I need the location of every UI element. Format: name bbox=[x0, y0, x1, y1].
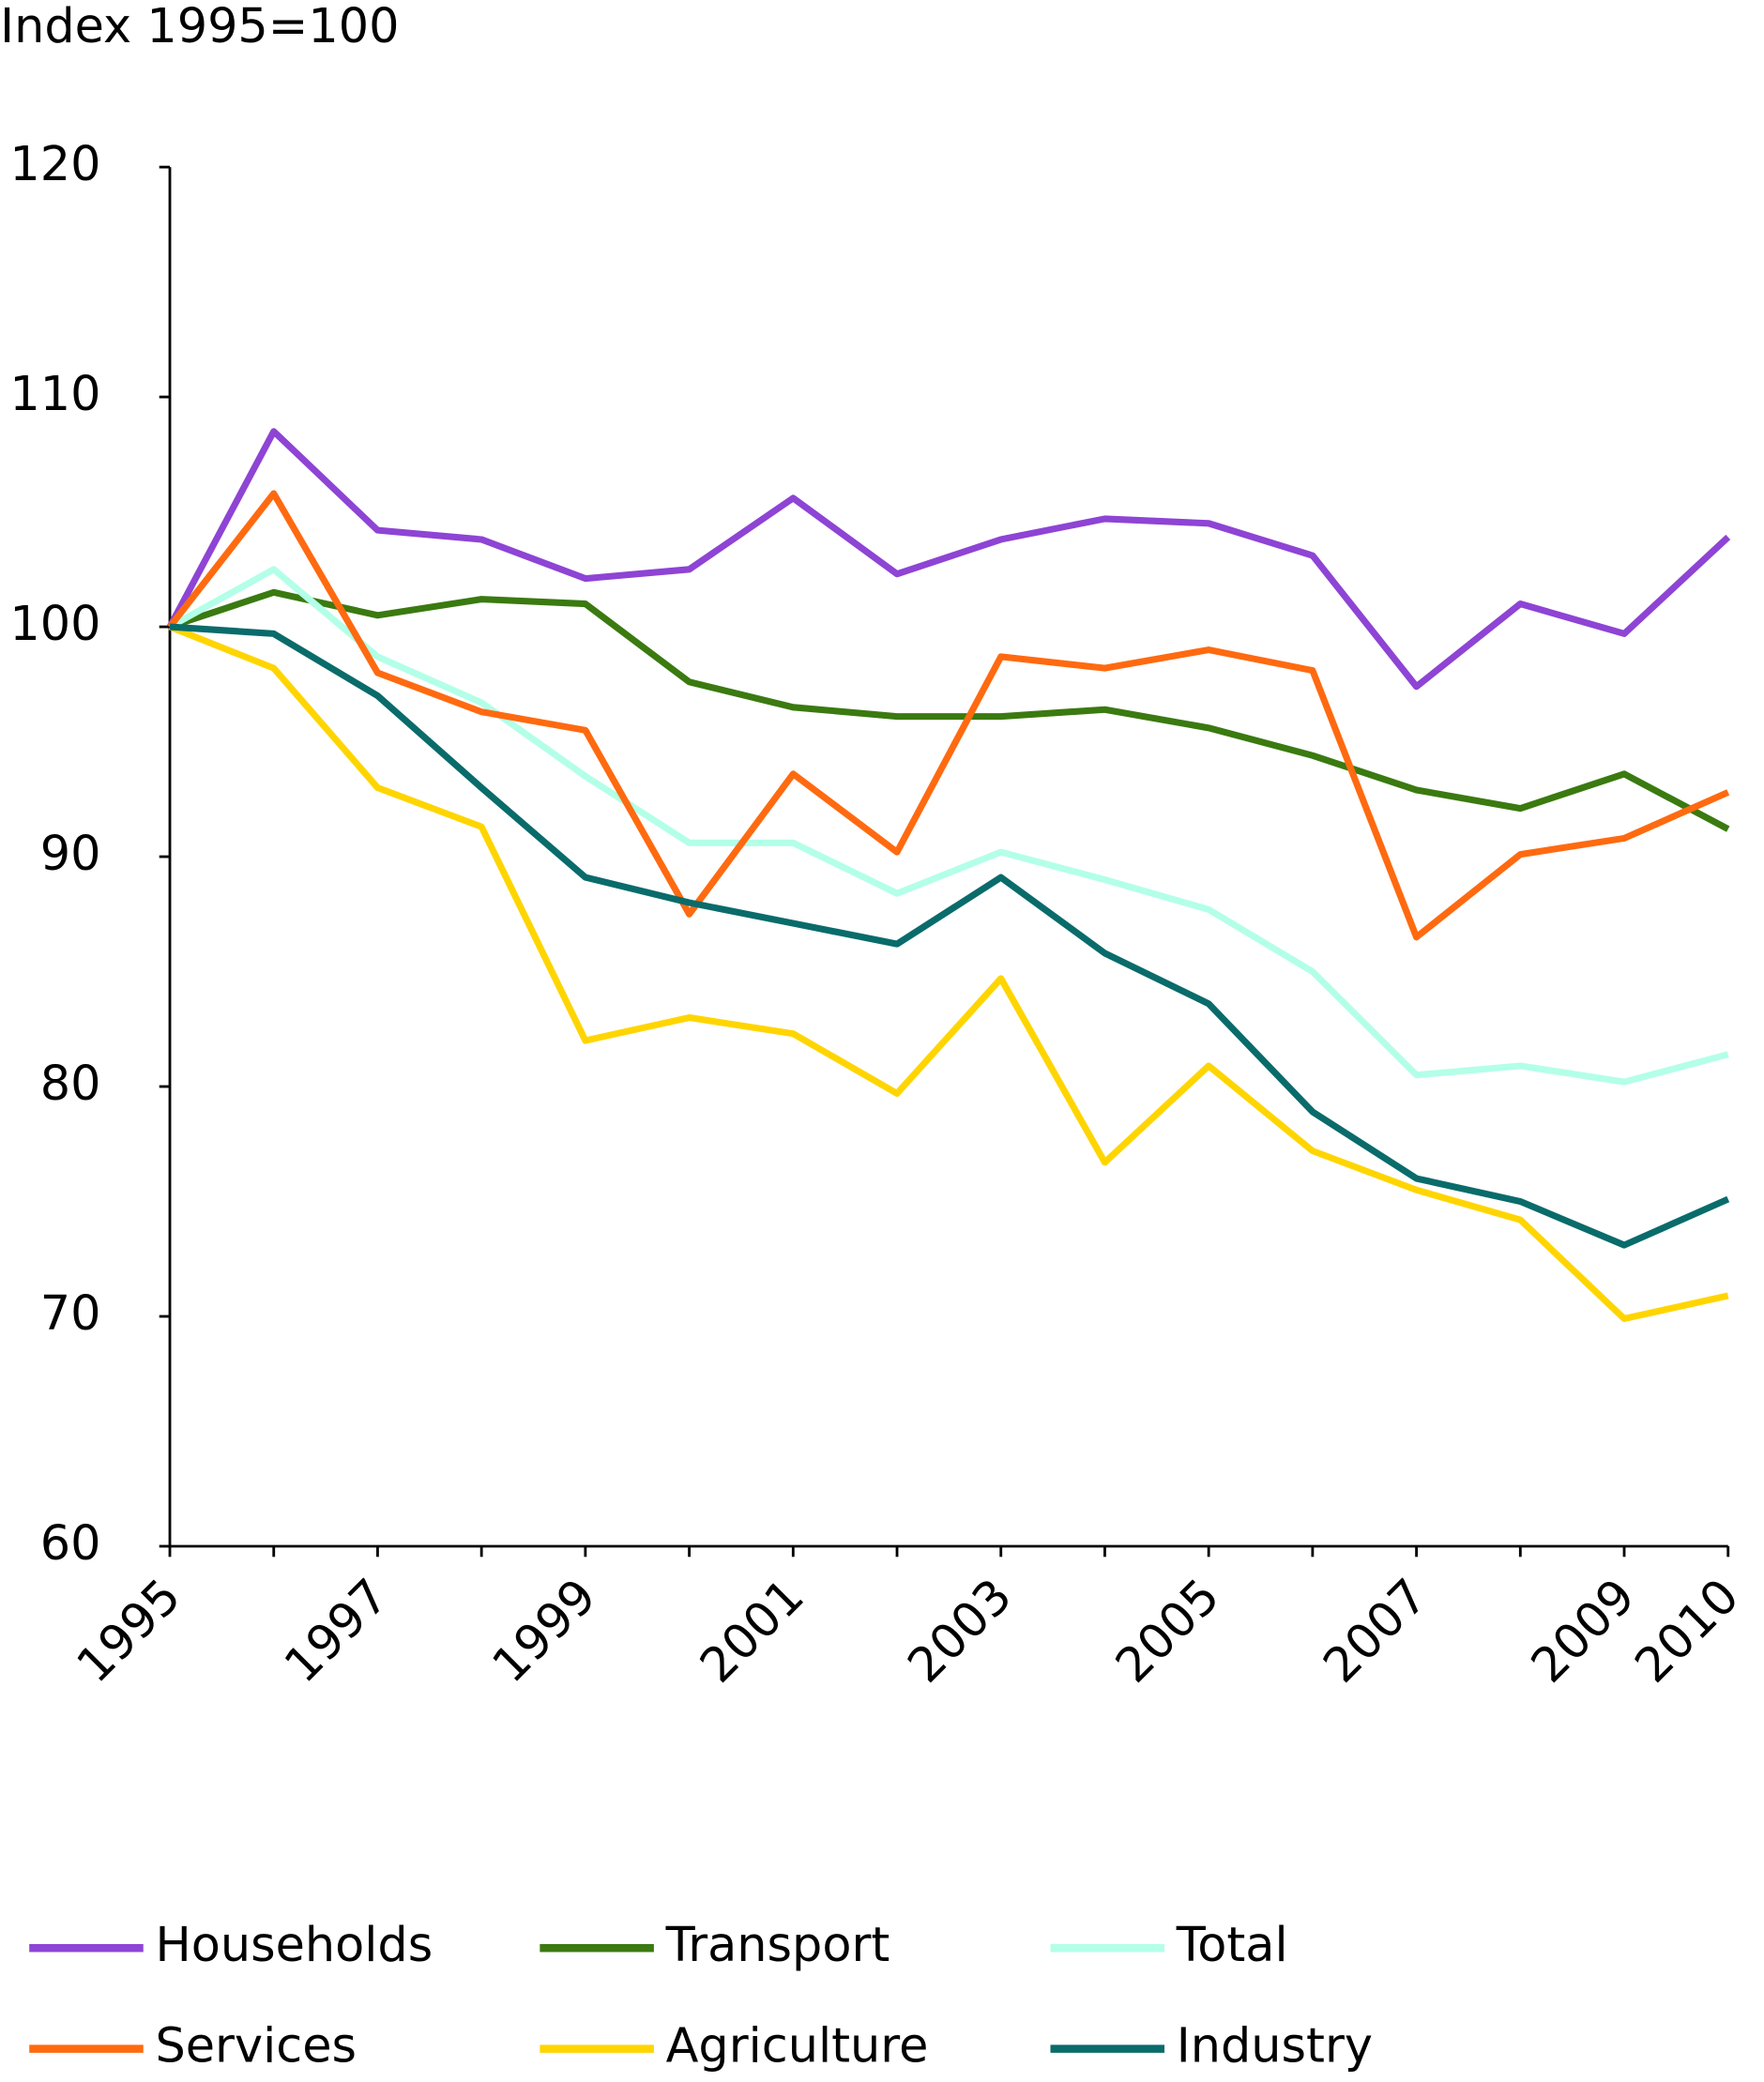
y-tick-label: 120 bbox=[9, 136, 100, 191]
line-series bbox=[168, 566, 1729, 1086]
x-tick-label: 2009 bbox=[1520, 1568, 1645, 1693]
x-tick-label: 2003 bbox=[897, 1568, 1022, 1693]
y-tick-label: 110 bbox=[9, 366, 100, 421]
legend-label: Agriculture bbox=[666, 2018, 929, 2074]
y-tick-label: 100 bbox=[9, 596, 100, 651]
legend-label: Total bbox=[1176, 1917, 1288, 1972]
x-tick-label: 2001 bbox=[690, 1568, 814, 1693]
x-tick-label: 2007 bbox=[1313, 1568, 1437, 1693]
x-tick-label: 1999 bbox=[481, 1568, 606, 1693]
y-tick-label: 60 bbox=[40, 1515, 101, 1571]
line-series bbox=[168, 588, 1730, 832]
legend-label: Transport bbox=[665, 1917, 890, 1972]
line-series bbox=[166, 428, 1731, 691]
x-tick-label: 2010 bbox=[1624, 1568, 1749, 1693]
x-tick-label: 1997 bbox=[274, 1568, 399, 1693]
y-tick-label: 90 bbox=[40, 826, 101, 881]
legend-label: Industry bbox=[1177, 2018, 1373, 2074]
legend-label: Households bbox=[155, 1917, 433, 1972]
y-tick-label: 80 bbox=[40, 1056, 101, 1111]
y-tick-label: 70 bbox=[40, 1285, 101, 1341]
y-axis-label: Index 1995=100 bbox=[0, 0, 399, 53]
line-series bbox=[168, 623, 1729, 1322]
x-tick-label: 1995 bbox=[66, 1568, 190, 1693]
line-series bbox=[167, 490, 1730, 941]
line-series bbox=[169, 623, 1730, 1249]
legend-label: Services bbox=[155, 2018, 357, 2074]
x-tick-label: 2005 bbox=[1105, 1568, 1230, 1693]
